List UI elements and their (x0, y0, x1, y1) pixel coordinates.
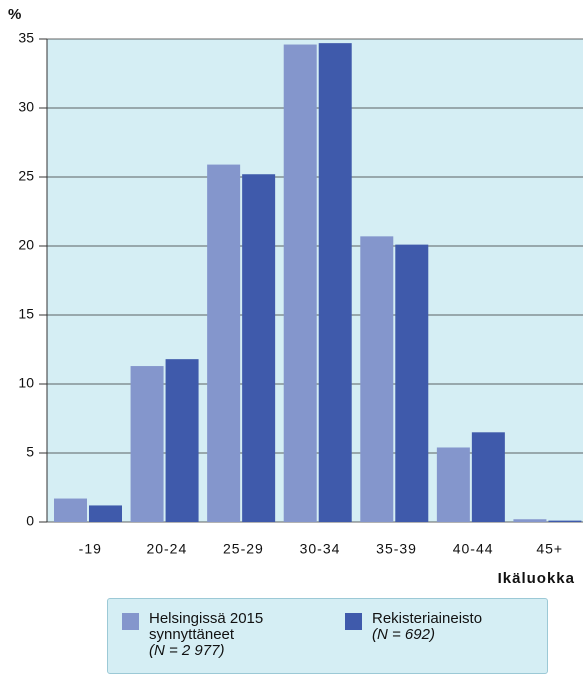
bar (513, 519, 547, 522)
y-tick-label: 20 (18, 237, 34, 253)
legend-text: Helsingissä 2015 synnyttäneet (N = 2 977) (149, 611, 309, 659)
x-axis-label: Ikäluokka (498, 570, 575, 587)
y-tick-label: 25 (18, 168, 34, 184)
y-tick-label: 10 (18, 375, 34, 391)
x-tick-label: 30-34 (300, 541, 341, 557)
bar (130, 366, 164, 522)
bar (395, 244, 429, 522)
y-tick-label: 5 (26, 444, 34, 460)
bar (548, 520, 582, 522)
bar (165, 359, 199, 522)
x-tick-label: 20-24 (146, 541, 187, 557)
bar (89, 505, 122, 522)
bar (360, 236, 394, 522)
bar (54, 498, 87, 522)
bar (242, 174, 276, 523)
x-tick-label: 45+ (536, 541, 563, 557)
x-tick-label: 35-39 (376, 541, 417, 557)
legend-swatch (345, 613, 362, 630)
legend-note: (N = 692) (372, 626, 435, 643)
bar (471, 432, 505, 522)
bar (283, 44, 317, 523)
legend-text: Rekisteriaineisto (N = 692) (372, 611, 542, 643)
legend-note: (N = 2 977) (149, 642, 225, 659)
legend-label: Helsingissä 2015 synnyttäneet (149, 610, 264, 643)
y-tick-label: 30 (18, 99, 34, 115)
bar (318, 43, 352, 522)
legend: Helsingissä 2015 synnyttäneet (N = 2 977)… (107, 598, 548, 674)
y-axis-label: % (8, 6, 21, 23)
bar (436, 447, 470, 522)
x-tick-label: 40-44 (453, 541, 494, 557)
chart: % Ikäluokka 0 5 10 15 20 25 30 35 -19 20-24 25-29 3… (8, 6, 583, 587)
legend-entry: Rekisteriaineisto (N = 692) (345, 611, 542, 643)
x-tick-label: 25-29 (223, 541, 264, 557)
y-tick-label: 35 (18, 30, 34, 46)
legend-label: Rekisteriaineisto (372, 610, 483, 627)
y-tick-label: 0 (26, 513, 34, 529)
bar (207, 164, 241, 522)
x-tick-label: -19 (79, 541, 102, 557)
legend-entry: Helsingissä 2015 synnyttäneet (N = 2 977) (122, 611, 309, 659)
y-tick-label: 15 (18, 306, 34, 322)
legend-swatch (122, 613, 139, 630)
